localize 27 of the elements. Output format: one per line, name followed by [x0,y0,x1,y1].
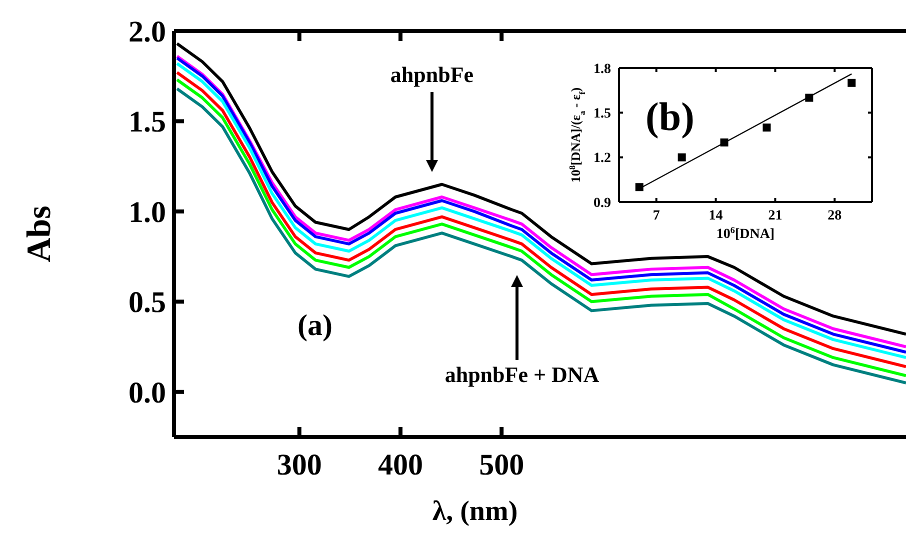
x-tick-label: 400 [378,448,423,482]
x-tick-label: 28 [828,208,842,224]
y-tick-label: 2.0 [128,16,166,48]
annotation: ahpnbFe [390,62,474,87]
x-tick-label: 14 [708,208,723,224]
x-axis-title: 10$^{6}$[DNA] [716,225,775,242]
y-tick-label: 1.2 [594,151,611,166]
y-tick-label: 0.0 [128,376,166,410]
y-axis-title: Abs [21,206,58,262]
x-tick-label: 300 [276,448,322,482]
y-tick-label: 1.5 [594,106,611,122]
x-tick-label: 7 [652,208,660,224]
x-tick-label: 500 [479,448,524,482]
annotation: ahpnbFe + DNA [444,362,600,387]
point [678,153,686,162]
y-tick-label: 1.5 [128,106,166,139]
x-tick-label: 21 [768,208,782,224]
y-tick-label: 0.5 [128,286,166,320]
x-axis-title: λ, (nm) [432,496,518,527]
point [635,183,644,192]
point [848,78,856,87]
annotation: (b) [646,94,694,139]
y-tick-label: 1.0 [128,196,166,229]
point [762,124,771,132]
y-tick-label: 1.8 [594,62,611,77]
y-tick-label: 0.9 [594,196,611,211]
annotation: (a) [298,309,332,342]
